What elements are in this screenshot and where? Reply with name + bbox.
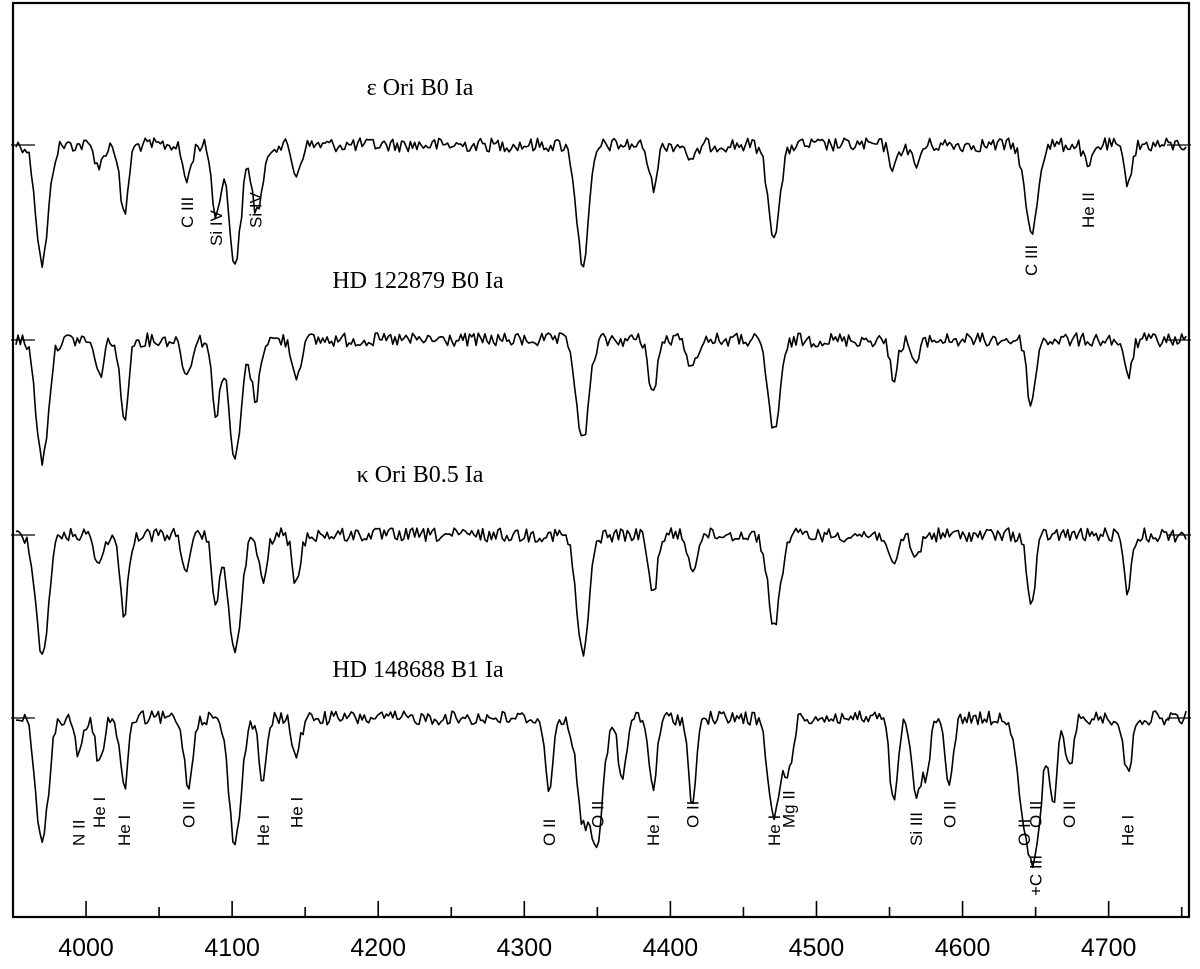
- tick-label-4700: 4700: [1081, 934, 1137, 962]
- line-label-23: He I: [1119, 815, 1138, 846]
- line-label-0: C III: [178, 197, 197, 228]
- line-label-6: He I: [90, 797, 109, 828]
- line-label-18: O II: [940, 801, 959, 828]
- line-label-12: O II: [588, 801, 607, 828]
- line-label-17: Si III: [907, 812, 926, 846]
- spectra-group: [11, 137, 1191, 869]
- line-label-15: He I: [765, 815, 784, 846]
- tick-label-4500: 4500: [789, 934, 845, 962]
- line-label-22: O II: [1060, 801, 1079, 828]
- tick-label-4200: 4200: [350, 934, 406, 962]
- line-label-10: He I: [287, 797, 306, 828]
- line-label-11: O II: [540, 819, 559, 846]
- line-label-19: O II: [1015, 819, 1034, 846]
- tick-label-4600: 4600: [935, 934, 991, 962]
- line-label-16: Mg II: [780, 790, 799, 828]
- series-title-0: ε Ori B0 Ia: [367, 75, 474, 101]
- tick-label-4400: 4400: [643, 934, 699, 962]
- spectrum-0: [15, 137, 1187, 268]
- series-title-2: κ Ori B0.5 Ia: [357, 462, 484, 488]
- spectrum-3: [15, 710, 1187, 869]
- plot-frame: [11, 1, 1191, 919]
- tick-label-4300: 4300: [496, 934, 552, 962]
- line-label-13: He I: [644, 815, 663, 846]
- line-label-1: Si IV: [207, 209, 226, 246]
- spectrum-2: [15, 527, 1187, 657]
- line-label-14: O II: [683, 801, 702, 828]
- line-label-4: He II: [1079, 192, 1098, 228]
- line-label-7: He I: [115, 815, 134, 846]
- spectrum-1: [15, 332, 1187, 466]
- line-label-5: N II: [70, 820, 89, 846]
- series-title-1: HD 122879 B0 Ia: [332, 268, 504, 294]
- line-label-20: O II: [1027, 801, 1046, 828]
- line-label-2: Si IV: [247, 191, 266, 228]
- series-title-3: HD 148688 B1 Ia: [332, 657, 504, 683]
- tick-label-4100: 4100: [204, 934, 260, 962]
- line-label-9: He I: [254, 815, 273, 846]
- tick-label-4000: 4000: [58, 934, 114, 962]
- line-label-3: C III: [1022, 245, 1041, 276]
- line-label-8: O II: [179, 801, 198, 828]
- line-label-21: +C III: [1027, 855, 1046, 896]
- x-axis: 4000 4100 4200 4300 4400 4500 4600 4700: [58, 901, 1183, 962]
